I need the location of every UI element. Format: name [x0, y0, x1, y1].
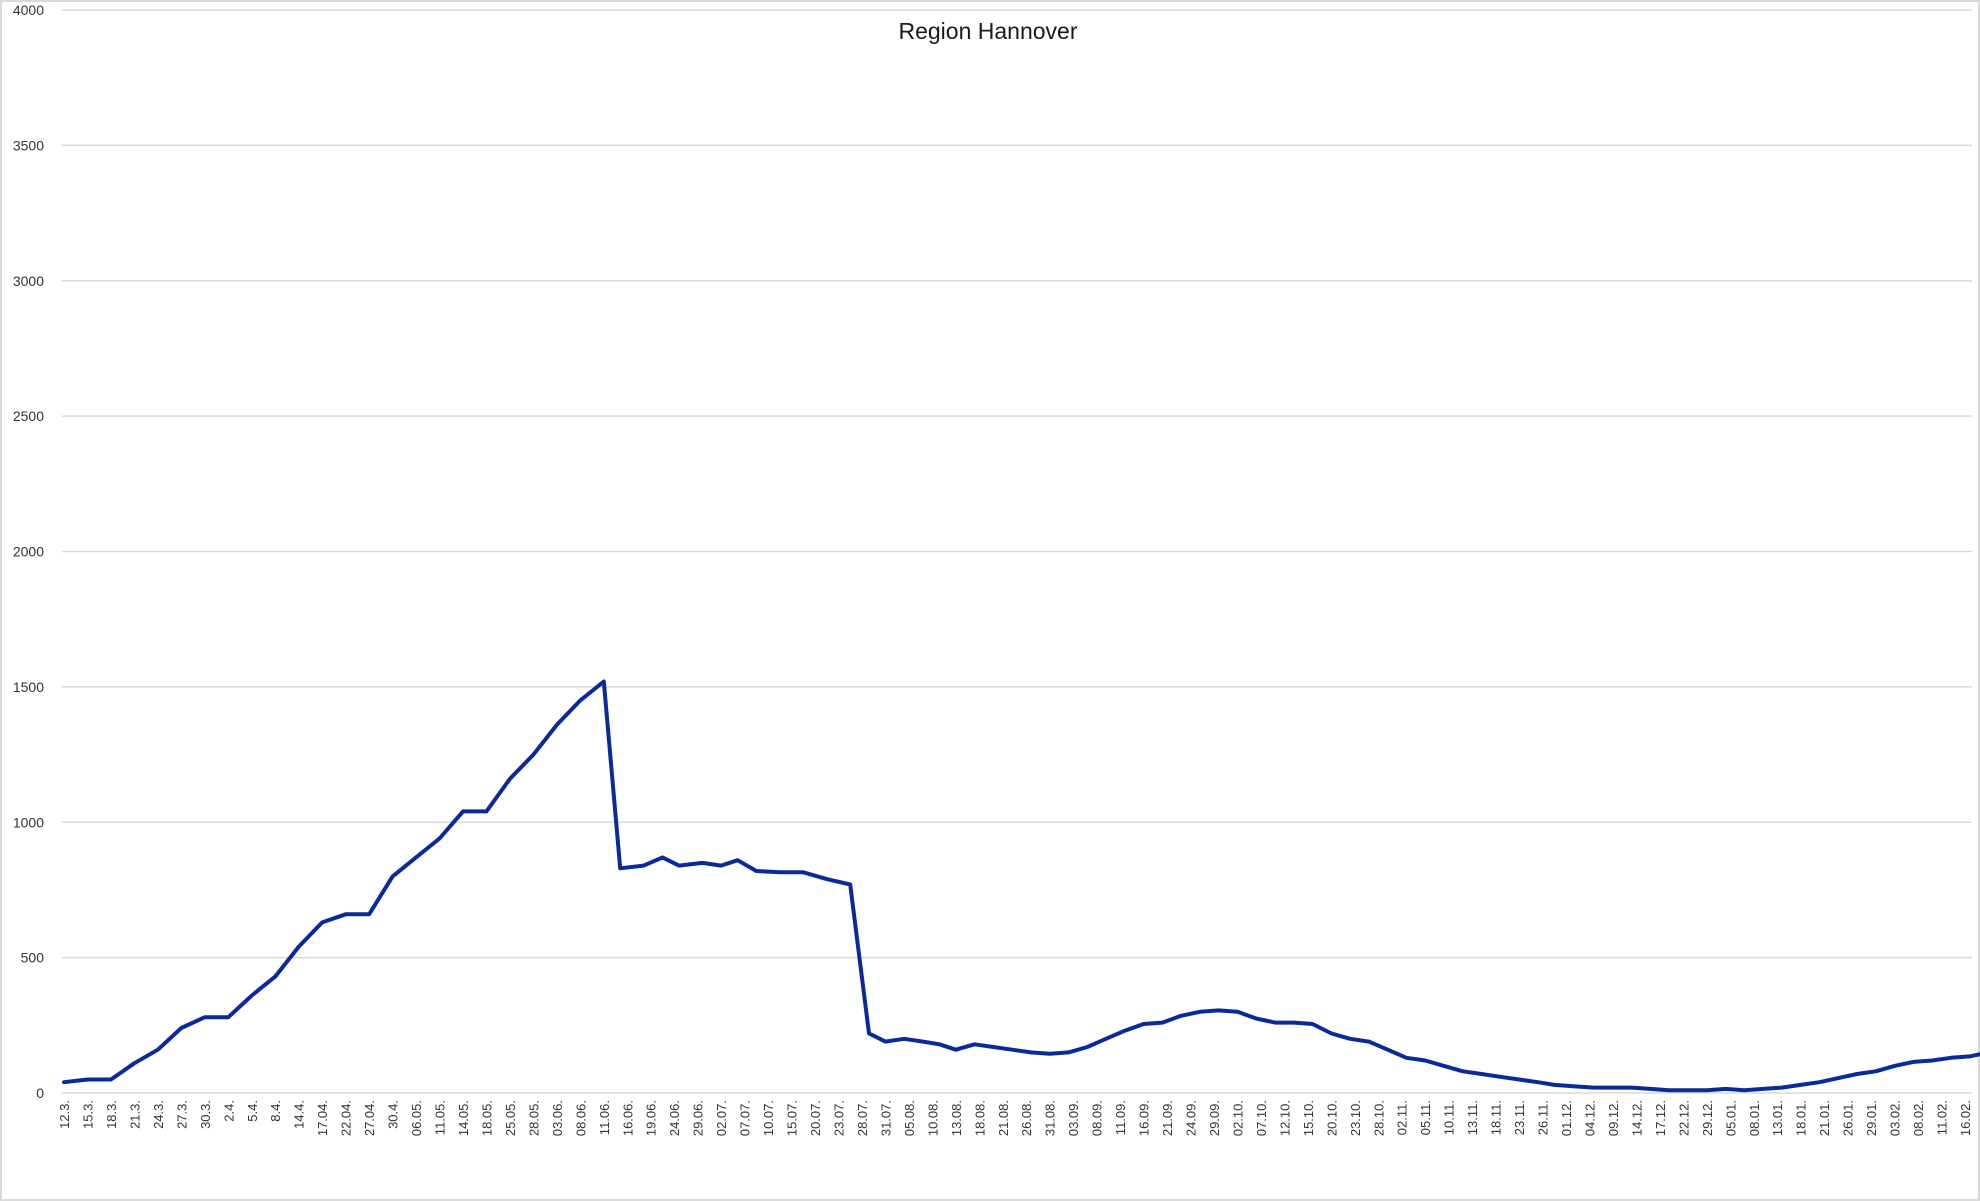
x-tick-label: 03.09.: [1066, 1100, 1081, 1136]
x-tick-label: 29.01.: [1864, 1100, 1879, 1136]
x-tick-label: 18.01.: [1794, 1100, 1809, 1136]
x-tick-label: 8.4.: [268, 1100, 283, 1122]
series-line-0: [62, 679, 1980, 1093]
x-tick-label: 14.12.: [1629, 1100, 1644, 1136]
x-tick-label: 23.11.: [1512, 1100, 1527, 1135]
x-tick-label: 24.09.: [1184, 1100, 1199, 1136]
y-tick-label: 1000: [13, 814, 44, 830]
gridlines: [62, 9, 1972, 1094]
y-tick-label: 4000: [13, 2, 44, 18]
x-tick-label: 07.10.: [1254, 1100, 1269, 1136]
x-tick-label: 05.08.: [902, 1100, 917, 1136]
x-tick-label: 14.4.: [292, 1100, 307, 1129]
x-tick-label: 21.01.: [1817, 1100, 1832, 1136]
x-tick-label: 15.3.: [80, 1100, 95, 1129]
x-tick-label: 29.06.: [691, 1100, 706, 1136]
x-tick-label: 08.09.: [1090, 1100, 1105, 1136]
x-tick-label: 17.12.: [1653, 1100, 1668, 1136]
x-tick-label: 03.06.: [550, 1100, 565, 1136]
x-tick-label: 08.01.: [1747, 1100, 1762, 1136]
x-axis-ticks: 12.3. 15.3. 18.3. 21.3. 24.3. 27.3. 30.3. 2.4. 5…: [57, 1100, 1973, 1136]
x-tick-label: 21.08.: [996, 1100, 1011, 1136]
x-tick-label: 22.04.: [339, 1100, 354, 1136]
x-tick-label: 23.10.: [1348, 1100, 1363, 1136]
x-tick-label: 05.01.: [1723, 1100, 1738, 1136]
x-tick-label: 5.4.: [245, 1100, 260, 1122]
x-tick-label: 26.08.: [1019, 1100, 1034, 1136]
x-tick-label: 25.05.: [503, 1100, 518, 1136]
x-tick-label: 28.05.: [526, 1100, 541, 1136]
x-tick-label: 09.12.: [1606, 1100, 1621, 1136]
x-tick-label: 13.01.: [1770, 1100, 1785, 1136]
x-tick-label: 20.07.: [808, 1100, 823, 1136]
x-tick-label: 2.4.: [221, 1100, 236, 1122]
y-tick-label: 3000: [13, 273, 44, 289]
y-tick-label: 0: [36, 1085, 44, 1101]
x-tick-label: 04.12.: [1582, 1100, 1597, 1136]
x-tick-label: 10.07.: [761, 1100, 776, 1136]
x-tick-label: 21.3.: [127, 1100, 142, 1129]
x-tick-label: 18.11.: [1489, 1100, 1504, 1135]
x-tick-label: 14.05.: [456, 1100, 471, 1136]
x-tick-label: 06.05.: [409, 1100, 424, 1136]
chart-title: Region Hannover: [898, 18, 1077, 44]
x-tick-label: 11.09.: [1113, 1100, 1128, 1135]
x-tick-label: 31.07.: [878, 1100, 893, 1136]
x-tick-label: 21.09.: [1160, 1100, 1175, 1136]
x-tick-label: 15.10.: [1301, 1100, 1316, 1136]
x-tick-label: 15.07.: [785, 1100, 800, 1136]
x-tick-label: 28.07.: [855, 1100, 870, 1136]
x-tick-label: 10.08.: [925, 1100, 940, 1136]
x-tick-label: 16.02.: [1958, 1100, 1973, 1136]
x-tick-label: 22.12.: [1676, 1100, 1691, 1136]
x-tick-label: 02.11.: [1395, 1100, 1410, 1135]
x-tick-label: 03.02.: [1888, 1100, 1903, 1136]
x-tick-label: 11.06.: [597, 1100, 612, 1135]
x-tick-label: 29.12.: [1700, 1100, 1715, 1136]
x-tick-label: 31.08.: [1043, 1100, 1058, 1136]
x-tick-label: 05.11.: [1418, 1100, 1433, 1135]
x-tick-label: 23.07.: [831, 1100, 846, 1136]
x-tick-label: 02.10.: [1230, 1100, 1245, 1136]
x-tick-label: 18.05.: [479, 1100, 494, 1136]
y-axis-ticks: 0 500 1000 1500 2000 2500 3000 3500 4000: [13, 2, 44, 1101]
x-tick-label: 29.09.: [1207, 1100, 1222, 1136]
x-tick-label: 01.12.: [1559, 1100, 1574, 1136]
x-tick-label: 10.11.: [1442, 1100, 1457, 1135]
x-tick-label: 11.05.: [433, 1100, 448, 1135]
x-tick-label: 24.06.: [667, 1100, 682, 1136]
x-tick-label: 11.02.: [1935, 1100, 1950, 1135]
x-tick-label: 07.07.: [738, 1100, 753, 1136]
x-tick-label: 30.3.: [198, 1100, 213, 1129]
series-layer: [62, 679, 1980, 1093]
y-tick-label: 1500: [13, 679, 44, 695]
x-tick-label: 28.10.: [1371, 1100, 1386, 1136]
y-tick-label: 500: [21, 950, 45, 966]
x-tick-label: 30.4.: [386, 1100, 401, 1129]
x-tick-label: 18.08.: [972, 1100, 987, 1136]
y-tick-label: 2500: [13, 408, 44, 424]
x-tick-label: 08.06.: [573, 1100, 588, 1136]
x-tick-label: 12.3.: [57, 1100, 72, 1129]
x-tick-label: 24.3.: [151, 1100, 166, 1129]
x-tick-label: 27.04.: [362, 1100, 377, 1136]
x-tick-label: 18.3.: [104, 1100, 119, 1129]
y-tick-label: 3500: [13, 137, 44, 153]
x-tick-label: 17.04.: [315, 1100, 330, 1136]
x-tick-label: 13.11.: [1465, 1100, 1480, 1135]
x-tick-label: 12.10.: [1277, 1100, 1292, 1136]
x-tick-label: 02.07.: [714, 1100, 729, 1136]
x-tick-label: 26.01.: [1841, 1100, 1856, 1136]
x-tick-label: 16.06.: [620, 1100, 635, 1136]
x-tick-label: 27.3.: [174, 1100, 189, 1129]
x-tick-label: 19.06.: [644, 1100, 659, 1136]
x-tick-label: 13.08.: [949, 1100, 964, 1136]
x-tick-label: 16.09.: [1137, 1100, 1152, 1136]
x-tick-label: 26.11.: [1536, 1100, 1551, 1135]
x-tick-label: 20.10.: [1324, 1100, 1339, 1136]
x-tick-label: 08.02.: [1911, 1100, 1926, 1136]
y-tick-label: 2000: [13, 544, 44, 560]
